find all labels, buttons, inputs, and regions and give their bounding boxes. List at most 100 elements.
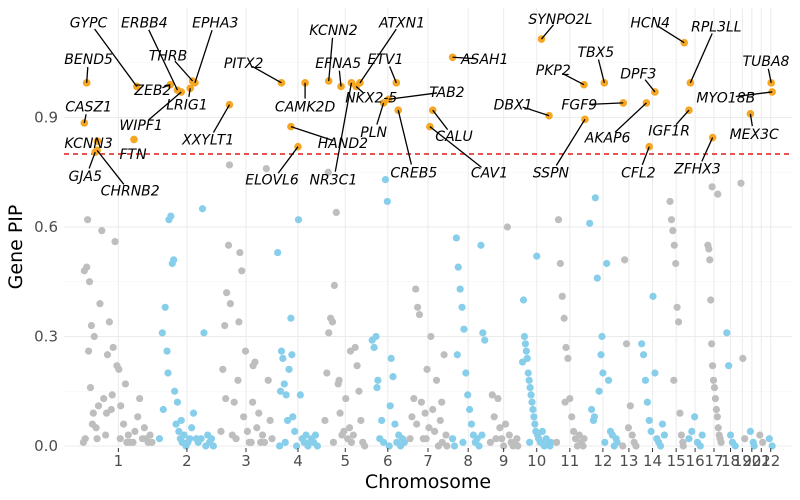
leader-line	[277, 146, 299, 174]
data-point	[226, 300, 234, 308]
data-point	[381, 175, 390, 184]
leader-line	[644, 79, 656, 93]
data-point	[500, 442, 508, 450]
data-point	[85, 278, 94, 286]
data-point	[649, 292, 657, 300]
gene-label: FGF9	[561, 98, 597, 114]
data-point	[527, 391, 535, 399]
data-point	[613, 438, 621, 446]
data-point	[561, 398, 569, 406]
data-point	[391, 420, 399, 428]
leader-line	[376, 102, 385, 125]
data-point	[673, 303, 681, 311]
gene-label: CHRNB2	[101, 184, 160, 200]
data-point	[129, 438, 137, 446]
data-point	[526, 438, 534, 446]
leader-line	[88, 151, 96, 169]
data-point	[713, 413, 721, 421]
gene-label: CFL2	[621, 165, 656, 181]
data-point	[425, 424, 433, 432]
data-point	[452, 234, 460, 242]
data-point	[456, 285, 464, 293]
data-point	[421, 409, 429, 417]
data-point	[275, 442, 284, 450]
data-point	[593, 274, 601, 282]
data-point	[460, 325, 468, 333]
data-point	[603, 259, 611, 268]
x-tick-label: 21	[752, 452, 771, 470]
gene-label: CALU	[435, 129, 472, 145]
data-point	[81, 435, 89, 443]
data-point	[111, 238, 119, 246]
data-point	[496, 424, 504, 432]
gene-label: PITX2	[224, 56, 264, 72]
x-tick-label: 10	[527, 452, 546, 470]
data-point	[189, 409, 198, 417]
data-point	[562, 343, 570, 352]
data-point	[180, 431, 188, 439]
data-point	[164, 369, 172, 377]
leader-line	[701, 137, 714, 162]
data-point	[346, 347, 355, 355]
data-point	[624, 424, 633, 432]
data-point	[595, 387, 603, 395]
x-tick-label: 18	[721, 452, 740, 470]
data-point	[723, 329, 731, 337]
data-point	[296, 391, 304, 399]
gene-label: THRB	[149, 48, 187, 64]
label-leader-lines	[83, 24, 773, 185]
data-point	[330, 281, 338, 289]
data-point	[746, 427, 755, 435]
leader-line	[767, 68, 772, 83]
data-point	[389, 373, 397, 381]
data-point	[285, 365, 293, 373]
leader-line	[174, 60, 194, 82]
leader-line	[675, 109, 690, 126]
data-point	[87, 321, 96, 330]
data-point	[219, 365, 227, 373]
data-point	[443, 442, 451, 450]
data-point	[756, 431, 764, 439]
data-point	[448, 435, 457, 443]
data-point	[478, 431, 486, 439]
data-point	[313, 442, 321, 450]
data-point	[355, 387, 363, 395]
x-axis-title: Chromosome	[365, 471, 491, 493]
data-point	[454, 263, 462, 271]
data-point	[521, 340, 529, 348]
data-point	[556, 259, 564, 268]
data-point	[102, 431, 110, 439]
data-point	[621, 256, 629, 264]
data-point	[522, 347, 530, 355]
data-point	[171, 387, 179, 395]
gene-label: GYPC	[70, 16, 108, 32]
data-point	[685, 435, 693, 443]
gene-label: DPF3	[620, 67, 656, 83]
data-point	[645, 416, 653, 425]
gene-label: KCNN3	[64, 136, 112, 152]
data-point	[558, 292, 566, 300]
data-point	[709, 376, 718, 384]
gene-label: SSPN	[533, 165, 570, 181]
gene-label: CASZ1	[65, 100, 112, 116]
x-tick-label: 6	[383, 452, 393, 470]
leader-line	[148, 29, 179, 91]
data-point	[698, 431, 706, 439]
gene-label: EFNA5	[315, 56, 361, 72]
data-point	[94, 402, 103, 410]
gene-label: HCN4	[630, 16, 670, 32]
data-point	[370, 343, 378, 352]
data-point	[170, 256, 178, 264]
data-point	[711, 394, 720, 403]
data-point	[674, 318, 683, 326]
data-point	[383, 197, 391, 206]
data-point	[235, 318, 243, 326]
data-point	[667, 216, 676, 224]
y-tick-label: 0.9	[34, 109, 58, 127]
x-tick-label: 22	[761, 452, 780, 470]
gene-label: XXYLT1	[181, 132, 234, 148]
data-point	[378, 416, 386, 425]
data-point	[414, 303, 422, 311]
data-point	[432, 376, 441, 384]
leader-line	[522, 106, 550, 117]
